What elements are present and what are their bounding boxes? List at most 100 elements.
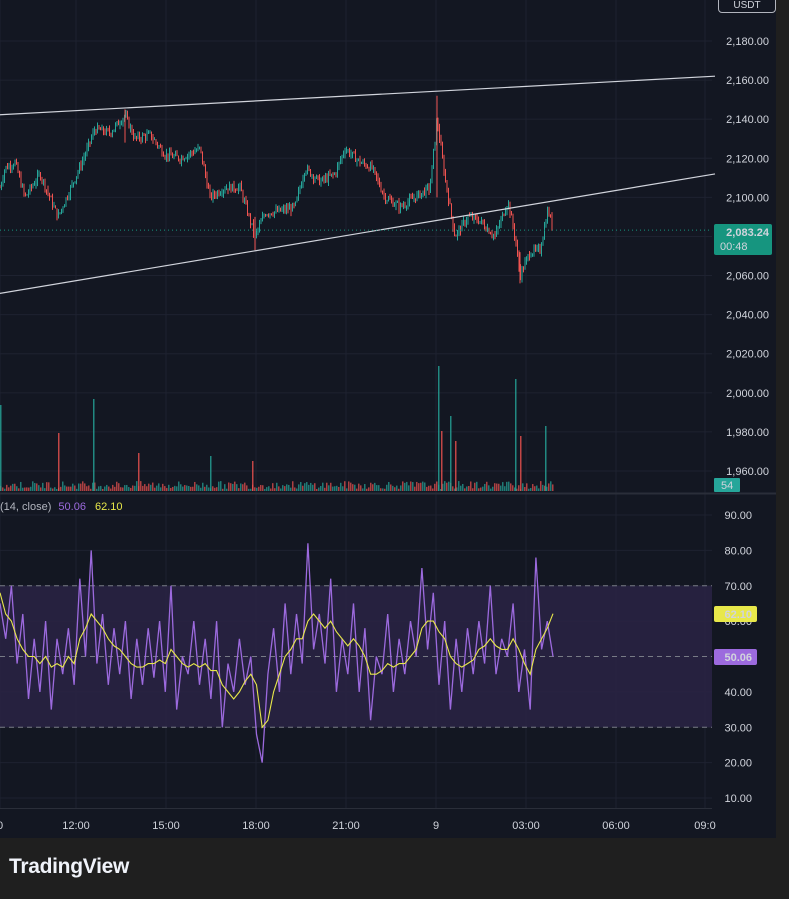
- volume-bar: [474, 482, 476, 491]
- volume-bar: [102, 488, 104, 491]
- volume-bar: [10, 485, 12, 491]
- volume-tag: [714, 478, 740, 492]
- volume-bar: [300, 482, 302, 491]
- volume-bar: [78, 483, 80, 491]
- rsi-tick-label: 70.00: [724, 581, 752, 593]
- volume-bar: [72, 483, 74, 491]
- volume-bar: [452, 486, 454, 491]
- volume-bar: [454, 488, 456, 491]
- volume-bar: [208, 487, 210, 491]
- price-chart[interactable]: 2,180.00 2,160.00 2,140.00 2,120.00 2,100.00…: [0, 0, 776, 838]
- volume-bar: [382, 488, 384, 491]
- volume-bar: [542, 484, 544, 491]
- volume-bar: [260, 484, 262, 491]
- rsi-tick-label: 90.00: [724, 510, 752, 522]
- volume-bar: [194, 481, 196, 491]
- volume-bar: [93, 399, 95, 491]
- volume-bar: [114, 486, 116, 491]
- volume-bar: [458, 481, 460, 491]
- volume-bar: [428, 485, 430, 491]
- volume-bar: [472, 488, 474, 491]
- volume-bar: [450, 416, 452, 491]
- volume-bar: [550, 481, 552, 491]
- volume-bar: [274, 488, 276, 491]
- volume-bar: [264, 488, 266, 491]
- volume-bar: [140, 481, 142, 491]
- volume-bar: [98, 486, 100, 491]
- volume-bar: [272, 483, 274, 491]
- volume-bar: [188, 486, 190, 491]
- volume-bar: [462, 484, 464, 491]
- volume-bar: [484, 483, 486, 491]
- volume-bar: [164, 486, 166, 491]
- volume-bar: [446, 482, 448, 491]
- volume-bar: [88, 485, 90, 491]
- volume-bar: [366, 488, 368, 491]
- volume-label: 54: [721, 480, 733, 492]
- volume-bar: [512, 485, 514, 491]
- rsi-ma-tag: [714, 606, 757, 622]
- volume-bar: [500, 485, 502, 491]
- volume-bar: [310, 482, 312, 491]
- volume-bar: [406, 481, 408, 491]
- volume-bar: [262, 485, 264, 491]
- chart-frame[interactable]: 2,180.00 2,160.00 2,140.00 2,120.00 2,100.00…: [0, 0, 776, 838]
- volume-bar: [8, 487, 10, 491]
- rsi-tick-label: 40.00: [724, 687, 752, 699]
- volume-bar: [312, 484, 314, 491]
- volume-bar: [522, 483, 524, 491]
- volume-bar: [34, 483, 36, 491]
- currency-button[interactable]: USDT: [718, 0, 776, 13]
- volume-bar: [20, 481, 22, 491]
- volume-bar: [528, 488, 530, 491]
- volume-bar: [172, 486, 174, 491]
- volume-bar: [256, 487, 258, 491]
- volume-bar: [30, 486, 32, 491]
- volume-bar: [278, 486, 280, 491]
- volume-bar: [136, 481, 138, 491]
- volume-bar: [128, 487, 130, 491]
- volume-bar: [436, 481, 438, 491]
- volume-bar: [432, 488, 434, 491]
- volume-bar: [468, 486, 470, 491]
- volume-bar: [348, 481, 350, 491]
- volume-bar: [532, 484, 534, 491]
- volume-bar: [228, 482, 230, 491]
- volume-bar: [388, 482, 390, 491]
- indicator-legend[interactable]: (14, close) 50.06 62.10: [0, 501, 123, 513]
- volume-bar: [36, 483, 38, 491]
- rsi-tick-label: 20.00: [724, 758, 752, 770]
- volume-bar: [356, 488, 358, 491]
- volume-bar: [70, 486, 72, 491]
- volume-bar: [58, 433, 60, 491]
- volume-bar: [110, 488, 112, 491]
- volume-bar: [420, 482, 422, 491]
- price-tick-label: 2,120.00: [726, 153, 769, 165]
- volume-bar: [508, 481, 510, 491]
- volume-bar: [130, 487, 132, 491]
- trendline: [0, 75, 716, 116]
- volume-bar: [368, 487, 370, 491]
- countdown-label: 00:48: [720, 241, 748, 253]
- volume-bar: [358, 483, 360, 491]
- volume-bar: [470, 481, 472, 491]
- volume-bar: [362, 488, 364, 491]
- volume-bar: [336, 485, 338, 491]
- volume-bar: [418, 483, 420, 491]
- volume-bar: [214, 487, 216, 491]
- volume-bar: [502, 482, 504, 491]
- last-price-tag: [714, 224, 772, 255]
- volume-bar: [122, 487, 124, 491]
- volume-bar: [132, 485, 134, 491]
- volume-bar: [32, 481, 34, 491]
- volume-bar: [26, 487, 28, 491]
- volume-bar: [314, 483, 316, 491]
- volume-bar: [346, 488, 348, 491]
- last-price-label: 2,083.24: [726, 227, 770, 239]
- volume-bar: [206, 484, 208, 491]
- volume-bar: [350, 482, 352, 491]
- volume-bar: [134, 485, 136, 491]
- price-tick-label: 2,140.00: [726, 114, 769, 126]
- volume-bar: [106, 484, 108, 491]
- volume-bar: [178, 481, 180, 491]
